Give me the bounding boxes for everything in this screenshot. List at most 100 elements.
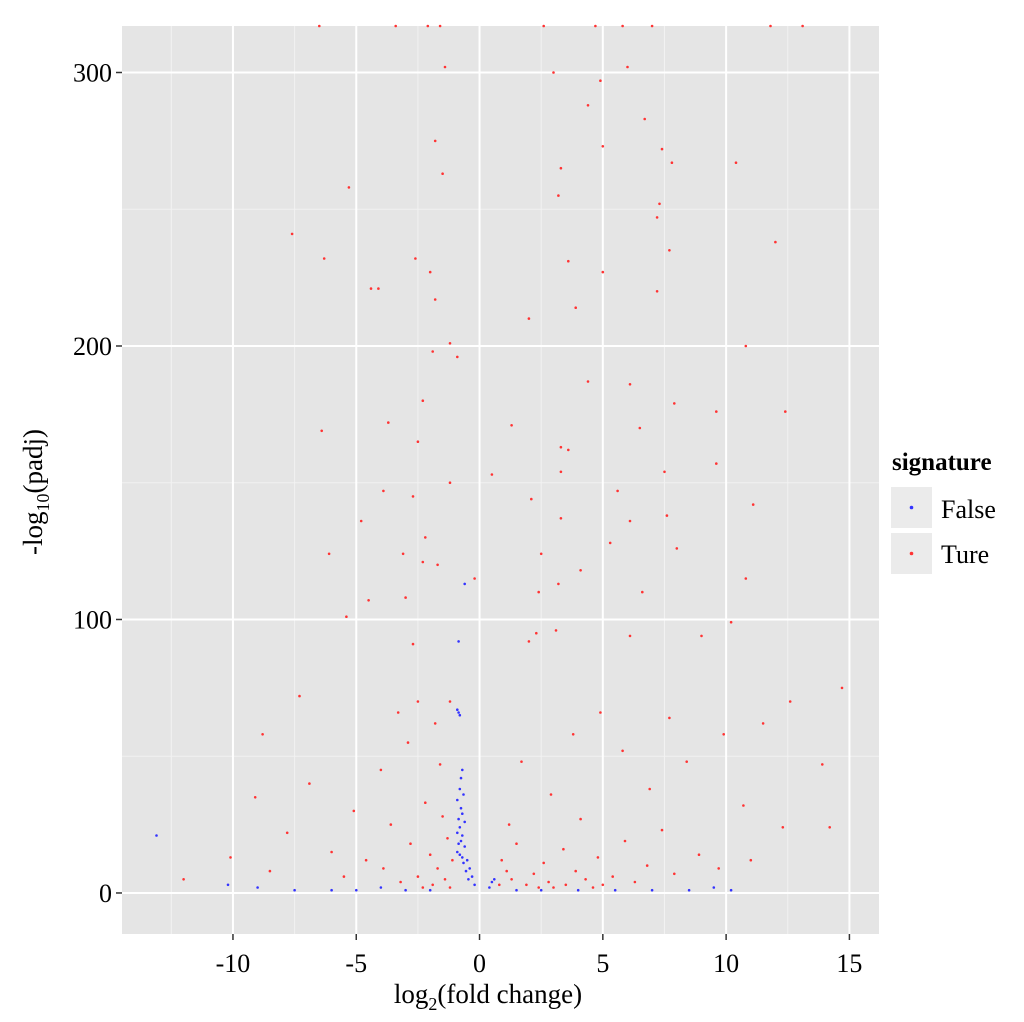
data-point-ture: [734, 161, 738, 164]
data-point-ture: [500, 858, 504, 862]
data-point-ture: [431, 883, 435, 887]
major-grid: [122, 26, 879, 934]
data-point-false: [456, 831, 459, 835]
data-point-false: [463, 820, 467, 824]
data-point-false: [461, 834, 464, 837]
data-point-ture: [668, 716, 671, 720]
data-point-ture: [416, 700, 420, 703]
data-point-false: [355, 888, 358, 892]
data-point-ture: [626, 65, 629, 69]
data-point-ture: [441, 172, 444, 175]
y-axis-title-subscript: 10: [33, 493, 53, 511]
y-axis-title-prefix: -log: [18, 511, 48, 555]
data-point-ture: [433, 722, 437, 725]
data-point-ture: [352, 809, 356, 813]
data-point-false: [461, 768, 464, 772]
x-tick-label: 0: [473, 949, 486, 978]
data-point-ture: [621, 749, 624, 753]
data-point-ture: [685, 760, 688, 763]
data-point-false: [155, 834, 158, 837]
data-point-ture: [532, 872, 536, 876]
data-point-ture: [396, 711, 400, 714]
data-point-ture: [564, 883, 568, 887]
data-point-ture: [507, 823, 511, 826]
data-point-ture: [318, 24, 321, 28]
data-point-ture: [665, 514, 669, 517]
data-point-false: [461, 856, 464, 859]
data-point-ture: [591, 886, 595, 889]
data-point-ture: [601, 270, 605, 274]
data-point-ture: [527, 640, 531, 643]
data-point-ture: [268, 869, 272, 873]
data-point-false: [293, 888, 296, 892]
data-point-ture: [645, 864, 649, 867]
series-ture-points: [182, 24, 844, 889]
data-point-ture: [599, 711, 602, 714]
data-point-ture: [559, 470, 563, 474]
data-point-ture: [655, 290, 659, 293]
data-point-ture: [411, 642, 415, 646]
data-point-ture: [628, 634, 632, 638]
data-point-ture: [579, 569, 582, 572]
data-point-ture: [628, 383, 632, 386]
data-point-ture: [441, 815, 444, 818]
data-point-ture: [717, 867, 720, 870]
data-point-false: [458, 853, 462, 856]
data-point-false: [473, 883, 476, 887]
data-point-ture: [567, 448, 570, 452]
data-point-ture: [537, 886, 540, 889]
data-point-ture: [700, 634, 703, 638]
data-point-false: [457, 711, 460, 714]
series-false-points: [155, 582, 733, 892]
x-axis-ticks: -10 -5 0 5 10 15: [216, 934, 862, 978]
data-point-ture: [557, 582, 560, 586]
data-point-ture: [327, 552, 331, 556]
legend-label-false: False: [941, 495, 996, 524]
data-point-ture: [433, 139, 437, 143]
data-point-ture: [557, 194, 560, 197]
data-point-ture: [599, 79, 602, 82]
data-point-ture: [345, 615, 348, 618]
data-point-ture: [574, 306, 577, 310]
data-point-false: [650, 888, 654, 892]
data-point-ture: [549, 793, 553, 796]
data-point-ture: [436, 867, 439, 870]
data-point-ture: [623, 839, 627, 843]
data-point-ture: [670, 161, 674, 164]
data-point-ture: [448, 700, 452, 703]
data-point-false: [330, 888, 333, 892]
data-point-ture: [643, 117, 646, 121]
y-tick-label: 300: [73, 58, 112, 87]
data-point-ture: [559, 445, 563, 449]
data-point-false: [428, 888, 432, 892]
data-point-ture: [490, 473, 494, 476]
data-point-false: [379, 886, 383, 889]
data-point-ture: [438, 763, 442, 766]
data-point-ture: [552, 886, 555, 889]
data-point-ture: [611, 875, 614, 878]
data-point-ture: [525, 883, 528, 887]
data-point-ture: [641, 590, 644, 594]
data-point-ture: [537, 590, 540, 594]
data-point-false: [256, 886, 259, 889]
data-point-ture: [428, 853, 432, 856]
data-point-ture: [421, 886, 425, 889]
data-point-ture: [648, 787, 651, 791]
legend-swatch-ture: [909, 551, 914, 556]
data-point-false: [459, 806, 463, 810]
data-point-false: [729, 888, 733, 892]
data-point-ture: [751, 503, 755, 506]
data-point-false: [576, 888, 580, 892]
data-point-ture: [729, 620, 733, 624]
data-point-ture: [542, 861, 545, 865]
data-point-ture: [298, 694, 301, 698]
data-point-ture: [650, 24, 654, 28]
data-point-ture: [567, 259, 570, 263]
data-point-ture: [416, 440, 420, 444]
x-tick-label: -5: [345, 949, 367, 978]
x-tick-label: 15: [836, 949, 862, 978]
data-point-ture: [821, 763, 824, 766]
data-point-ture: [182, 878, 185, 881]
data-point-false: [404, 888, 407, 892]
